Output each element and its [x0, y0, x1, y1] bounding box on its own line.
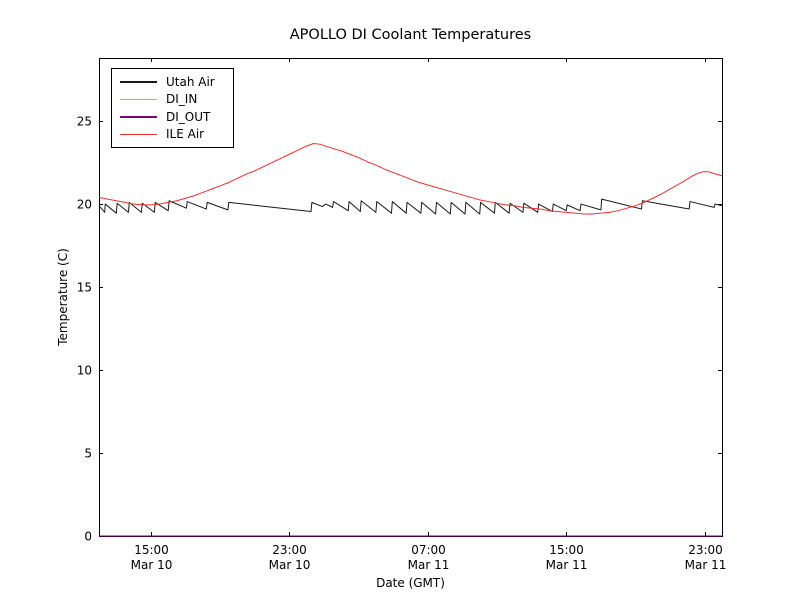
legend-entry: DI_IN	[120, 91, 215, 109]
y-tick-label: 15	[77, 281, 92, 295]
series-ile-air	[98, 142, 723, 215]
legend-label: DI_IN	[166, 92, 198, 107]
legend-line-swatch	[120, 116, 157, 118]
legend-label: Utah Air	[166, 74, 215, 89]
x-axis-label: Date (GMT)	[376, 576, 445, 590]
x-tick-label-time: 23:00	[688, 543, 723, 557]
legend-label: ILE Air	[166, 127, 205, 142]
x-tick-label-date: Mar 11	[408, 558, 450, 572]
x-tick-label-date: Mar 11	[685, 558, 727, 572]
y-tick-label: 0	[84, 530, 92, 544]
legend-entry: Utah Air	[120, 73, 215, 91]
x-tick-label-date: Mar 10	[131, 558, 173, 572]
legend-line-swatch	[120, 133, 157, 135]
legend-entry: ILE Air	[120, 126, 215, 144]
y-tick-label: 10	[77, 364, 92, 378]
y-tick-label: 20	[77, 198, 92, 212]
legend-entry: DI_OUT	[120, 108, 215, 126]
x-tick-label-time: 23:00	[272, 543, 307, 557]
legend-line-swatch	[120, 98, 157, 100]
x-tick-label-date: Mar 10	[269, 558, 311, 572]
y-tick-label: 5	[84, 447, 92, 461]
series-utah-air	[98, 198, 723, 215]
legend-label: DI_OUT	[166, 109, 211, 124]
x-tick-label-time: 15:00	[549, 543, 584, 557]
x-tick-label-date: Mar 11	[546, 558, 588, 572]
chart-title: APOLLO DI Coolant Temperatures	[289, 27, 532, 43]
legend-line-swatch	[120, 81, 157, 83]
legend: Utah Air DI_IN DI_OUT ILE Air	[111, 68, 234, 148]
y-tick-label: 25	[77, 115, 92, 129]
x-tick-label-time: 07:00	[411, 543, 446, 557]
y-axis-label: Temperature (C)	[56, 248, 70, 346]
x-tick-label-time: 15:00	[134, 543, 169, 557]
